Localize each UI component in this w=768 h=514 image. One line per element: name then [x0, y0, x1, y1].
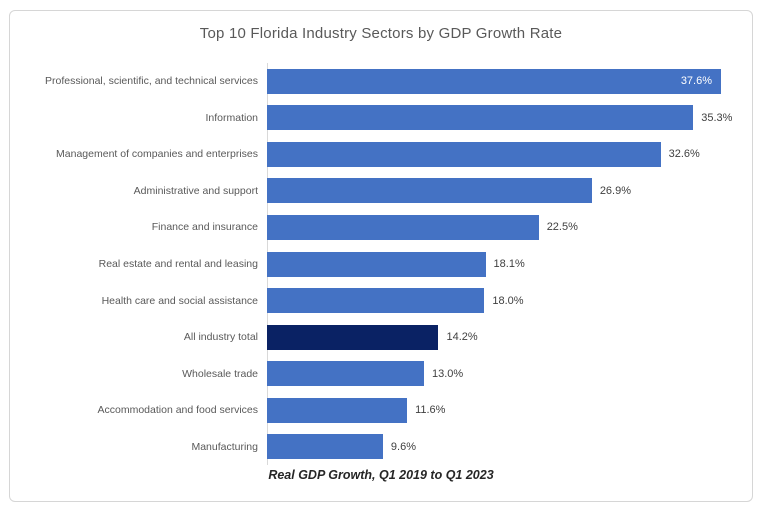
- chart-row: Health care and social assistance 18.0%: [10, 282, 750, 319]
- chart-row: Accommodation and food services 11.6%: [10, 392, 750, 429]
- chart-row: Wholesale trade 13.0%: [10, 355, 750, 392]
- category-label: Information: [205, 111, 258, 124]
- bar: [267, 288, 485, 314]
- category-label: Wholesale trade: [182, 367, 258, 380]
- category-label: All industry total: [183, 331, 258, 344]
- bar-value-label: 32.6%: [668, 148, 700, 161]
- category-label: Professional, scientific, and technical …: [44, 75, 258, 88]
- chart-card: Top 10 Florida Industry Sectors by GDP G…: [9, 10, 753, 502]
- bar-track: 26.9%: [267, 178, 750, 204]
- chart-footnote: Real GDP Growth, Q1 2019 to Q1 2023: [268, 468, 494, 482]
- category-label: Real estate and rental and leasing: [98, 257, 258, 270]
- category-label: Manufacturing: [191, 440, 258, 453]
- bar-track: 18.1%: [267, 251, 750, 277]
- bar: [267, 251, 486, 277]
- bar-track: 37.6%: [267, 68, 750, 94]
- bar-track: 32.6%: [267, 141, 750, 167]
- category-label: Accommodation and food services: [97, 404, 259, 417]
- chart-row: Professional, scientific, and technical …: [10, 63, 750, 100]
- chart-title: Top 10 Florida Industry Sectors by GDP G…: [199, 25, 563, 42]
- bar: [267, 178, 592, 204]
- bar-track: 18.0%: [267, 288, 750, 314]
- bar: [267, 105, 694, 131]
- bar-value-label: 11.6%: [415, 404, 446, 417]
- bar: [267, 434, 383, 460]
- bar-track: 11.6%: [267, 397, 750, 423]
- chart-row: Manufacturing 9.6%: [10, 428, 750, 465]
- bar-track: 22.5%: [267, 214, 750, 240]
- bar: 37.6%: [267, 68, 722, 94]
- bar: [267, 361, 424, 387]
- bar: [267, 214, 539, 240]
- bar: [267, 397, 408, 423]
- bar-track: 9.6%: [267, 434, 750, 460]
- bar: [267, 141, 661, 167]
- category-label: Health care and social assistance: [101, 294, 258, 307]
- bar-value-label: 18.1%: [493, 258, 525, 270]
- bar-value-label: 22.5%: [546, 221, 578, 234]
- chart-row: Management of companies and enterprises 3…: [10, 136, 750, 173]
- bar-value-label: 18.0%: [492, 294, 524, 307]
- bar-value-label: 37.6%: [680, 75, 713, 88]
- bar-value-label: 35.3%: [701, 111, 733, 124]
- chart-row: Finance and insurance 22.5%: [10, 209, 750, 246]
- chart-row: Real estate and rental and leasing 18.1%: [10, 246, 750, 283]
- bar-track: 35.3%: [267, 105, 750, 131]
- bar-highlighted: [267, 324, 439, 350]
- bar-value-label: 13.0%: [431, 367, 464, 380]
- bar-value-label: 26.9%: [599, 184, 632, 197]
- bar-rows: Professional, scientific, and technical …: [10, 63, 750, 465]
- category-label: Management of companies and enterprises: [56, 148, 258, 161]
- bar-value-label: 9.6%: [390, 440, 416, 453]
- bar-value-label: 14.2%: [446, 331, 478, 344]
- bar-track: 14.2%: [267, 324, 750, 350]
- chart-row: Administrative and support 26.9%: [10, 173, 750, 210]
- chart-row: All industry total 14.2%: [10, 319, 750, 356]
- plot-region: Professional, scientific, and technical …: [10, 63, 750, 465]
- category-label: Finance and insurance: [151, 221, 258, 234]
- category-label: Administrative and support: [133, 184, 258, 197]
- chart-row: Information 35.3%: [10, 100, 750, 137]
- bar-track: 13.0%: [267, 361, 750, 387]
